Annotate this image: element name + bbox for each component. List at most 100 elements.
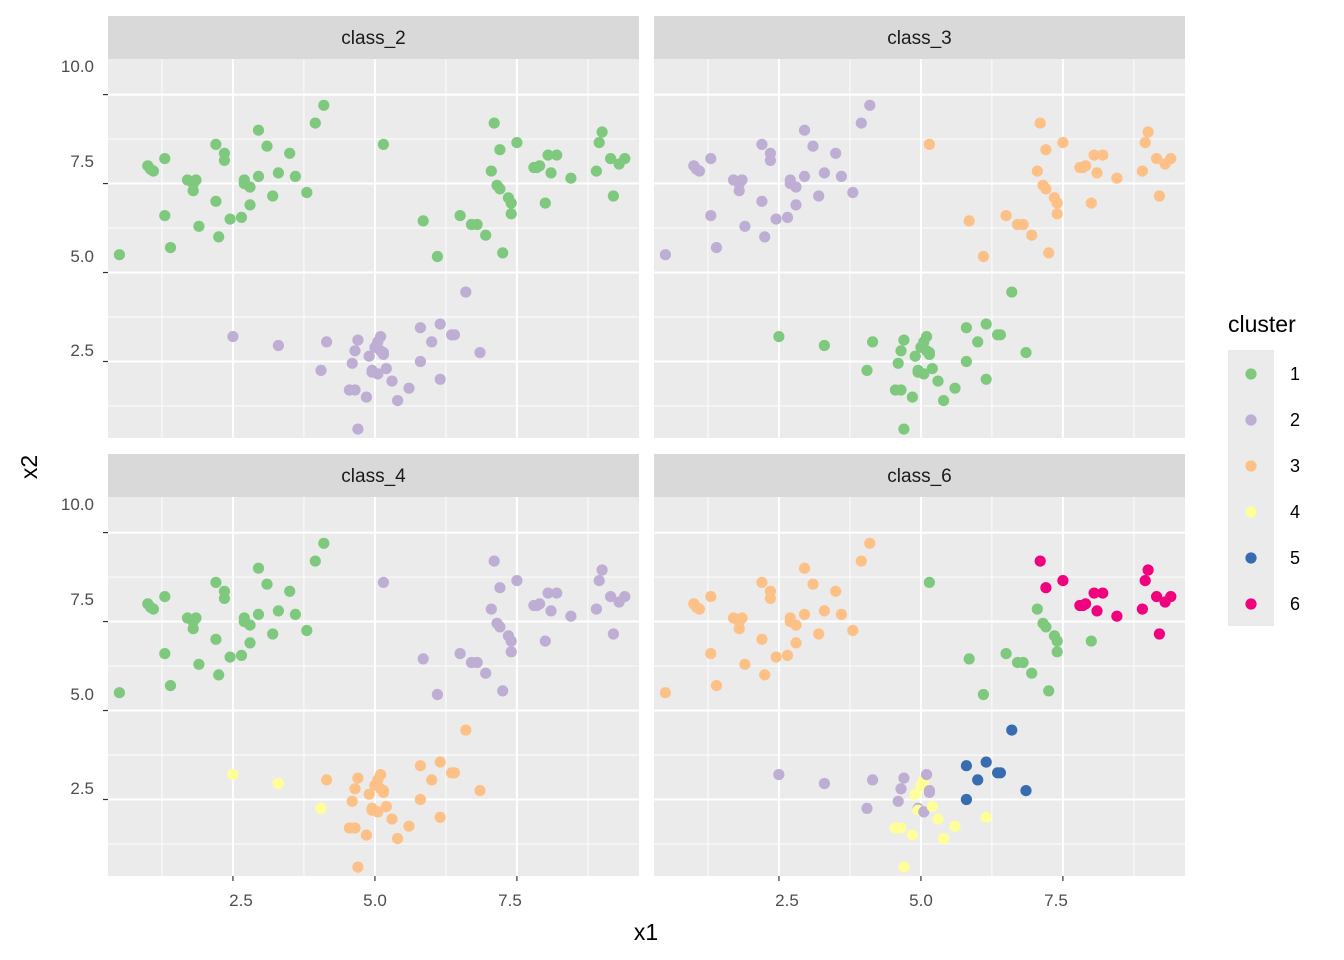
point-class-2-26 [267, 190, 279, 202]
point-class-2-55 [545, 167, 557, 179]
x-tick-label-right-2-5: 2.5 [775, 891, 799, 910]
point-class-6-53 [1085, 635, 1097, 647]
point-class-2-11 [193, 220, 205, 232]
point-class-6-25 [807, 578, 819, 590]
point-class-2-54 [542, 149, 554, 161]
point-class-6-58 [1136, 603, 1148, 615]
point-class-2-47 [505, 197, 517, 209]
point-class-4-88 [392, 833, 404, 845]
point-class-2-4 [159, 153, 171, 165]
point-class-4-30 [301, 624, 313, 637]
point-class-4-52 [534, 598, 546, 610]
point-class-2-10 [190, 174, 202, 186]
point-class-6-88 [938, 833, 950, 845]
legend-label-1: 1 [1290, 364, 1300, 384]
point-class-6-73 [898, 772, 910, 784]
point-class-2-14 [213, 231, 225, 243]
legend-label-5: 5 [1290, 548, 1300, 568]
point-class-4-17 [224, 651, 236, 663]
point-class-6-6 [710, 680, 723, 692]
point-class-2-86 [380, 363, 392, 375]
point-class-6-72 [895, 822, 907, 834]
point-class-4-10 [190, 612, 202, 624]
point-class-4-44 [494, 621, 506, 633]
point-class-4-28 [284, 585, 296, 597]
point-class-6-38 [1017, 656, 1029, 669]
point-class-4-18 [235, 649, 248, 662]
point-class-2-41 [488, 117, 500, 129]
point-class-4-54 [542, 587, 554, 599]
point-class-6-12 [756, 576, 768, 589]
legend-title: cluster [1228, 311, 1296, 337]
point-class-6-40 [1031, 603, 1043, 615]
point-class-6-16 [764, 592, 777, 605]
point-class-2-18 [235, 211, 248, 223]
point-class-6-76 [909, 788, 921, 800]
point-class-3-47 [1051, 197, 1063, 209]
point-class-3-31 [855, 117, 867, 129]
point-class-2-45 [497, 247, 509, 259]
point-class-3-70 [892, 357, 904, 369]
point-class-3-17 [770, 213, 782, 225]
point-class-3-39 [1026, 229, 1038, 241]
point-class-2-72 [349, 384, 361, 396]
point-class-6-44 [1040, 621, 1052, 633]
y-tick-label-bottom-7-5: 7.5 [70, 590, 94, 609]
x-tick-label-left-5-0: 5.0 [363, 891, 387, 910]
legend-label-2: 2 [1290, 410, 1300, 430]
point-class-6-26 [813, 628, 825, 640]
point-class-6-31 [855, 555, 867, 567]
point-class-4-74 [352, 861, 364, 873]
y-tick-label-bottom-2-5: 2.5 [70, 779, 94, 798]
point-class-4-33 [377, 576, 389, 589]
point-class-4-31 [309, 555, 321, 567]
point-class-6-21 [790, 619, 802, 631]
point-class-2-94 [434, 373, 446, 385]
legend-key-2 [1245, 414, 1257, 426]
x-axis-title: x1 [634, 919, 658, 945]
point-class-2-16 [218, 154, 230, 166]
point-class-3-44 [1040, 183, 1052, 195]
point-class-2-40 [485, 165, 497, 177]
point-class-2-34 [417, 215, 429, 227]
point-class-2-9 [187, 185, 199, 197]
panel-class-2-background [108, 59, 639, 438]
point-class-2-43 [494, 144, 506, 156]
point-class-2-73 [352, 334, 364, 346]
point-class-2-62 [607, 190, 620, 202]
point-class-2-29 [289, 170, 301, 182]
point-class-3-27 [818, 167, 831, 179]
point-class-2-39 [480, 229, 492, 241]
y-tick-label-top-2-5: 2.5 [70, 341, 94, 360]
point-class-4-43 [494, 582, 506, 594]
point-class-3-55 [1091, 167, 1103, 179]
point-class-4-35 [431, 688, 443, 701]
y-tick-label-top-7-5: 7.5 [70, 152, 94, 171]
point-class-3-4 [705, 153, 717, 165]
point-class-2-23 [252, 124, 265, 136]
point-class-2-68 [321, 336, 333, 348]
point-class-4-55 [545, 605, 557, 617]
point-class-6-66 [818, 777, 831, 790]
point-class-6-71 [895, 783, 907, 795]
point-class-3-40 [1031, 165, 1043, 177]
point-class-2-82 [375, 331, 387, 343]
point-class-3-36 [1000, 210, 1012, 222]
point-class-3-89 [949, 382, 961, 394]
strip-class-3 [654, 16, 1185, 59]
point-class-3-23 [798, 124, 811, 136]
point-class-6-41 [1034, 555, 1046, 567]
point-class-3-5 [705, 210, 717, 222]
point-class-4-92 [426, 774, 438, 786]
point-class-6-57 [1111, 610, 1123, 622]
point-class-2-96 [448, 329, 460, 341]
point-class-6-65 [773, 769, 785, 781]
point-class-6-90 [960, 760, 973, 772]
strip-label-class-3: class_3 [887, 28, 951, 49]
point-class-2-24 [252, 170, 265, 182]
point-class-4-3 [147, 603, 159, 615]
point-class-3-34 [963, 215, 975, 227]
point-class-6-68 [867, 774, 879, 786]
point-class-6-91 [960, 793, 973, 806]
